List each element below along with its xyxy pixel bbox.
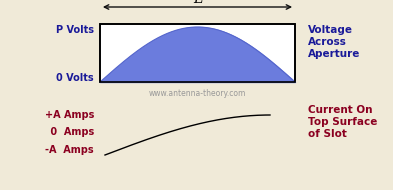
Text: Across: Across: [308, 37, 347, 47]
Bar: [100, 24, 295, 82]
Text: P Volts: P Volts: [56, 25, 94, 35]
Text: Top Surface: Top Surface: [308, 117, 377, 127]
Text: www.antenna-theory.com: www.antenna-theory.com: [149, 89, 246, 98]
Text: L: L: [193, 0, 202, 6]
Text: of Slot: of Slot: [308, 129, 347, 139]
Text: Voltage: Voltage: [308, 25, 353, 35]
Bar: [100, 24, 295, 82]
Text: +A Amps: +A Amps: [45, 110, 94, 120]
Text: 0  Amps: 0 Amps: [47, 127, 94, 137]
Text: Current On: Current On: [308, 105, 373, 115]
Text: Aperture: Aperture: [308, 49, 360, 59]
Text: 0 Volts: 0 Volts: [56, 73, 94, 83]
Text: -A  Amps: -A Amps: [45, 145, 94, 155]
